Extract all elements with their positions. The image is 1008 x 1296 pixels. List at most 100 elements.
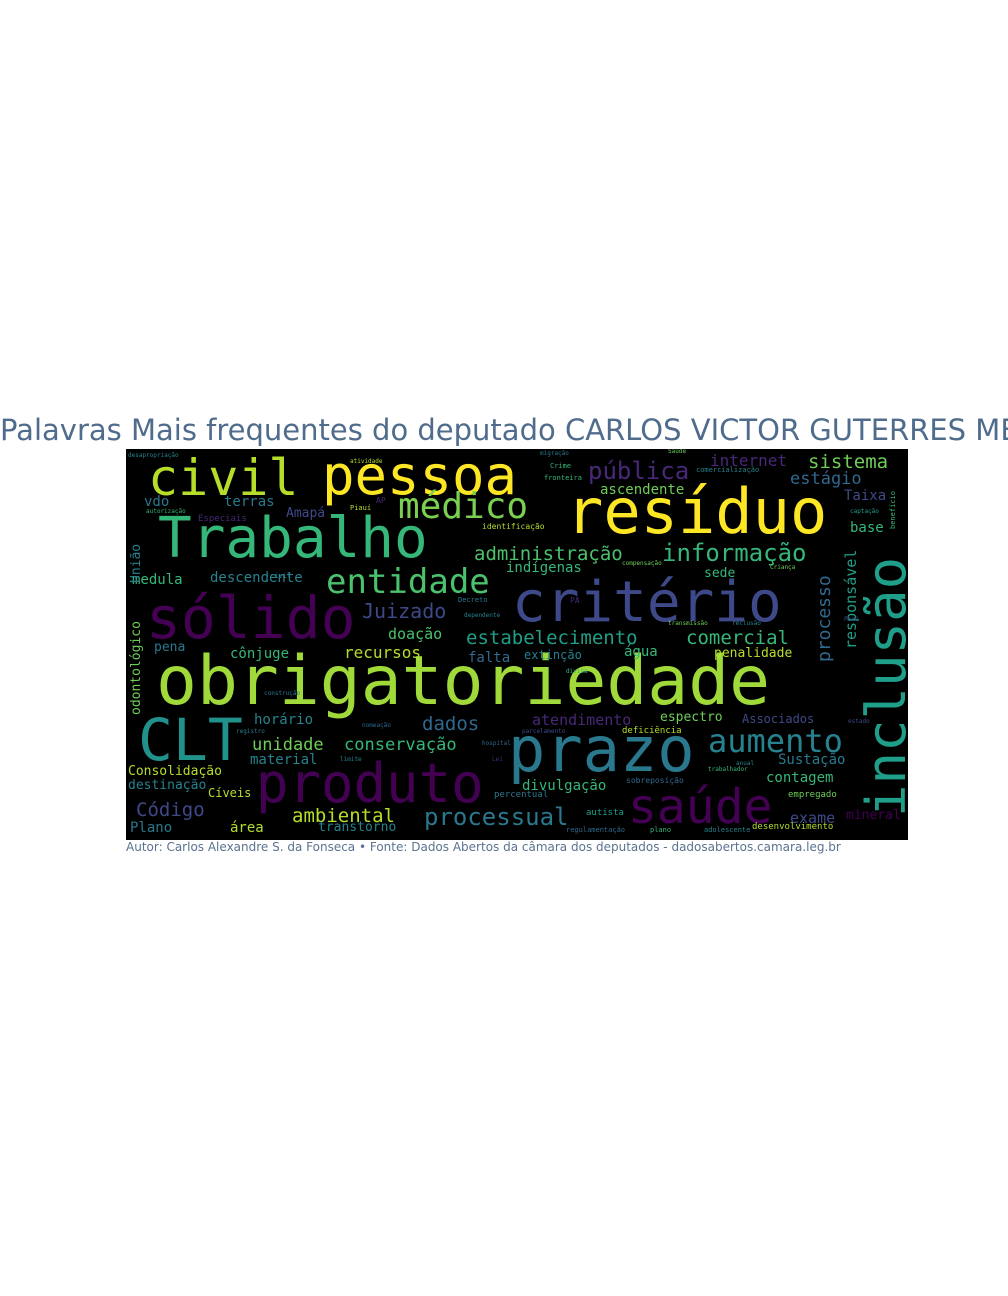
cloud-word: entidade [326,562,490,602]
cloud-word: ascendente [600,482,685,498]
cloud-word: inclusão [855,556,908,817]
cloud-word: migração [540,450,569,457]
cloud-word: atendimento [532,711,632,729]
cloud-word: terras [224,494,275,510]
cloud-word: base [850,520,884,536]
cloud-word: trabalhador [708,766,748,773]
cloud-word: Cíveis [208,786,252,800]
cloud-word: Plano [130,820,173,836]
cloud-word: estado [848,718,870,725]
cloud-word: benefício [889,491,897,529]
cloud-word: desapropriação [128,452,179,459]
cloud-word: exame [790,809,836,827]
cloud-word: falta [468,650,511,666]
cloud-word: sistema [808,451,889,473]
cloud-word: Código [136,799,205,821]
cloud-word: Taixa [844,488,887,504]
cloud-word: prazo [508,713,695,786]
cloud-word: transtorno [318,820,397,835]
cloud-word: Consolidação [128,764,222,779]
cloud-word: autista [586,808,624,818]
cloud-word: Lei [492,756,503,763]
cloud-word: internet [710,451,788,470]
cloud-word: deficiência [622,726,682,736]
cloud-word: pessoa [322,449,518,507]
cloud-word: adolescente [704,826,751,834]
cloud-word: CLT [138,706,243,774]
cloud-word: produto [256,752,484,815]
cloud-word: divisa [566,668,588,675]
cloud-word: processo [814,575,835,662]
cloud-word: Juizado [362,599,447,623]
cloud-word: Criança [770,564,796,571]
cloud-word: saúde [628,779,773,835]
cloud-word: cônjuge [230,646,290,662]
cloud-word: compensação [622,560,662,567]
cloud-word: vdo [144,494,170,510]
cloud-word: medula [132,572,183,588]
cloud-word: administração [474,543,623,565]
cloud-word: Trabalho [158,506,428,571]
cloud-word: Amapá [286,506,326,521]
cloud-word: sede [704,566,736,581]
cloud-word: dependente [464,612,501,619]
cloud-word: unidade [252,735,324,755]
cloud-word: estágio [790,469,862,489]
cloud-word: contagem [766,770,834,786]
cloud-word: responsável [842,549,860,649]
cloud-word: Pará [844,616,859,623]
cloud-word: percentual [494,790,549,800]
cloud-word: sobreposição [626,776,684,785]
cloud-word: critério [512,570,782,635]
cloud-word: limite [340,756,362,763]
cloud-word: área [230,820,264,836]
cloud-word: identificação [482,522,545,531]
cloud-word: fronteira [544,474,582,482]
cloud-word: PA [570,596,580,605]
cloud-word: atividade [350,458,383,465]
cloud-word: captação [850,508,879,515]
cloud-word: espectro [660,710,723,725]
cloud-word: sólido [146,584,356,652]
cloud-word: comercialização [696,466,760,474]
cloud-word: aumento [708,722,843,760]
cloud-word: ambiental [292,805,395,827]
cloud-word: AP [376,496,386,505]
cloud-word: pública [588,457,690,485]
cloud-word: horário [254,712,314,728]
cloud-word: empregado [788,790,837,800]
cloud-word: destinação [128,778,207,793]
cloud-word: Sustação [778,752,846,768]
cloud-word: dados [422,713,480,735]
cloud-word: Piauí [350,504,372,512]
cloud-word: parcelamento [522,728,566,735]
cloud-word: informação [662,539,807,567]
cloud-word: divulgação [522,778,607,794]
footer-credit: Autor: Carlos Alexandre S. da Fonseca • … [126,840,841,854]
cloud-word: civil [148,449,299,507]
cloud-word: hospital [482,740,511,747]
cloud-word: nomeação [362,722,391,729]
cloud-word: anual [736,760,755,767]
cloud-word: transmissão [668,620,708,627]
cloud-word: União [129,543,144,583]
cloud-word: resíduo [566,475,828,548]
cloud-word: civil [270,572,292,580]
cloud-word: indígenas [506,560,582,576]
cloud-word: Associados [742,712,815,726]
word-cloud: obrigatoriedade resíduo Trabalho pessoa praz… [126,449,908,840]
cloud-word: desenvolvimento [752,822,834,832]
cloud-word: médico [398,486,529,527]
cloud-word: comercial [686,627,789,649]
cloud-word: reclusão [732,620,761,627]
cloud-word: autorização [146,508,186,515]
cloud-word: Especiais [198,514,247,524]
cloud-word: pena [154,640,186,655]
cloud-word: odontológico [129,621,144,715]
cloud-word: Crime [550,462,572,470]
cloud-word: Decreto [458,596,488,604]
chart-title: Palavras Mais frequentes do deputado CAR… [0,413,1008,447]
cloud-word: descendente [210,570,303,586]
cloud-word: conservação [344,735,457,755]
cloud-word: Saúde [668,449,687,455]
